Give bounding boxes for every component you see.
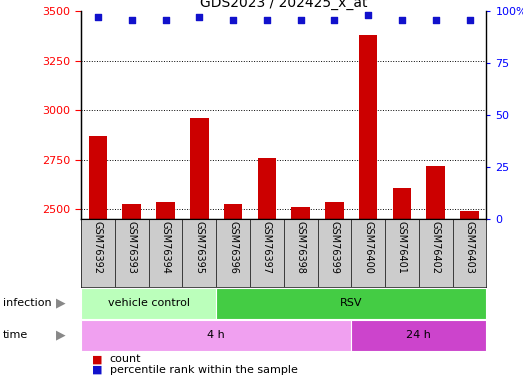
Text: GSM76400: GSM76400: [363, 221, 373, 274]
Bar: [359, 35, 378, 219]
Bar: [156, 201, 175, 219]
Text: percentile rank within the sample: percentile rank within the sample: [110, 365, 298, 375]
Text: GSM76399: GSM76399: [329, 221, 339, 274]
Text: GSM76402: GSM76402: [431, 221, 441, 274]
Text: GSM76393: GSM76393: [127, 221, 137, 274]
Point: [431, 16, 440, 22]
Text: GSM76397: GSM76397: [262, 221, 272, 274]
Text: ■: ■: [92, 365, 102, 375]
Point: [364, 12, 372, 18]
Text: GSM76394: GSM76394: [161, 221, 170, 274]
Bar: [216, 288, 486, 319]
Point: [94, 15, 102, 21]
Text: RSV: RSV: [340, 298, 362, 308]
Text: GSM76403: GSM76403: [464, 221, 474, 274]
Text: infection: infection: [3, 298, 51, 308]
Point: [263, 16, 271, 22]
Bar: [81, 320, 351, 351]
Point: [398, 16, 406, 22]
Text: GSM76401: GSM76401: [397, 221, 407, 274]
Text: 4 h: 4 h: [207, 330, 225, 340]
Bar: [89, 136, 107, 219]
Bar: [224, 204, 242, 219]
Text: ▶: ▶: [56, 297, 65, 310]
Text: ■: ■: [92, 354, 102, 364]
Bar: [81, 288, 216, 319]
Text: ▶: ▶: [56, 329, 65, 342]
Point: [229, 16, 237, 22]
Text: vehicle control: vehicle control: [108, 298, 190, 308]
Text: 24 h: 24 h: [406, 330, 431, 340]
Bar: [291, 207, 310, 219]
Title: GDS2023 / 202425_x_at: GDS2023 / 202425_x_at: [200, 0, 368, 10]
Text: GSM76396: GSM76396: [228, 221, 238, 274]
Text: time: time: [3, 330, 28, 340]
Point: [195, 15, 203, 21]
Text: GSM76395: GSM76395: [194, 221, 204, 274]
Point: [161, 16, 169, 22]
Bar: [393, 188, 411, 219]
Text: count: count: [110, 354, 141, 364]
Point: [465, 16, 474, 22]
Bar: [426, 166, 445, 219]
Bar: [351, 320, 486, 351]
Point: [330, 16, 338, 22]
Bar: [460, 211, 479, 219]
Point: [128, 16, 136, 22]
Bar: [122, 204, 141, 219]
Text: GSM76398: GSM76398: [295, 221, 305, 274]
Bar: [325, 201, 344, 219]
Point: [297, 16, 305, 22]
Text: GSM76392: GSM76392: [93, 221, 103, 274]
Bar: [190, 118, 209, 219]
Bar: [257, 158, 276, 219]
